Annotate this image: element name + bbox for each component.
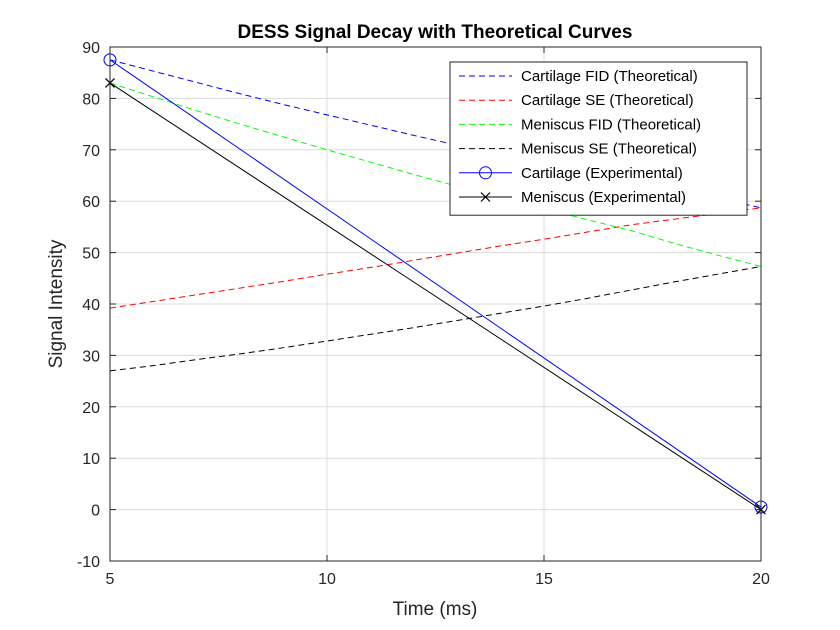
legend: Cartilage FID (Theoretical) Cartilage SE … [449, 61, 748, 216]
y-tick-label: -10 [77, 554, 100, 571]
legend-box [449, 61, 748, 216]
legend-item-cartilage-fid-theoretical: Cartilage FID (Theoretical) [459, 68, 698, 85]
x-tick-label: 10 [318, 571, 336, 588]
legend-label: Cartilage (Experimental) [521, 165, 683, 182]
legend-label: Meniscus FID (Theoretical) [521, 116, 701, 133]
x-tick-label: 15 [535, 571, 553, 588]
legend-label: Meniscus (Experimental) [521, 189, 686, 206]
y-tick-label: 80 [82, 91, 100, 108]
cartilage-experimental-line [109, 59, 762, 508]
legend-label: Meniscus SE (Theoretical) [521, 141, 697, 158]
x-tick-label: 5 [106, 571, 115, 588]
y-tick-label: 0 [91, 503, 100, 520]
legend-marker [480, 192, 491, 202]
ticks: 5 10 15 20 -10 0 10 20 30 40 50 60 70 80 90 [77, 40, 770, 588]
y-tick-label: 40 [82, 297, 100, 314]
legend-item-cartilage-se-theoretical: Cartilage SE (Theoretical) [459, 92, 694, 109]
legend-label: Cartilage FID (Theoretical) [521, 68, 698, 85]
y-tick-label: 60 [82, 194, 100, 211]
meniscus-experimental-line [109, 82, 762, 511]
y-tick-label: 10 [82, 451, 100, 468]
legend-item-cartilage-experimental: Cartilage (Experimental) [459, 165, 683, 182]
meniscus-fid-theoretical-line [109, 82, 762, 267]
y-tick-label: 50 [82, 246, 100, 263]
y-tick-label: 90 [82, 40, 100, 57]
cartilage-fid-theoretical-line [109, 59, 762, 209]
y-tick-label: 30 [82, 348, 100, 365]
legend-label: Cartilage SE (Theoretical) [521, 92, 694, 109]
x-tick-label: 20 [752, 571, 770, 588]
y-tick-label: 20 [82, 400, 100, 417]
legend-item-meniscus-experimental: Meniscus (Experimental) [459, 189, 686, 206]
legend-item-meniscus-fid-theoretical: Meniscus FID (Theoretical) [459, 116, 701, 133]
y-tick-label: 70 [82, 143, 100, 160]
legend-marker [479, 166, 492, 180]
x-axis-label: Time (ms) [393, 599, 478, 620]
y-axis-label: Signal Intensity [46, 239, 67, 368]
legend-item-meniscus-se-theoretical: Meniscus SE (Theoretical) [459, 141, 697, 158]
chart-title: DESS Signal Decay with Theoretical Curve… [238, 22, 633, 43]
